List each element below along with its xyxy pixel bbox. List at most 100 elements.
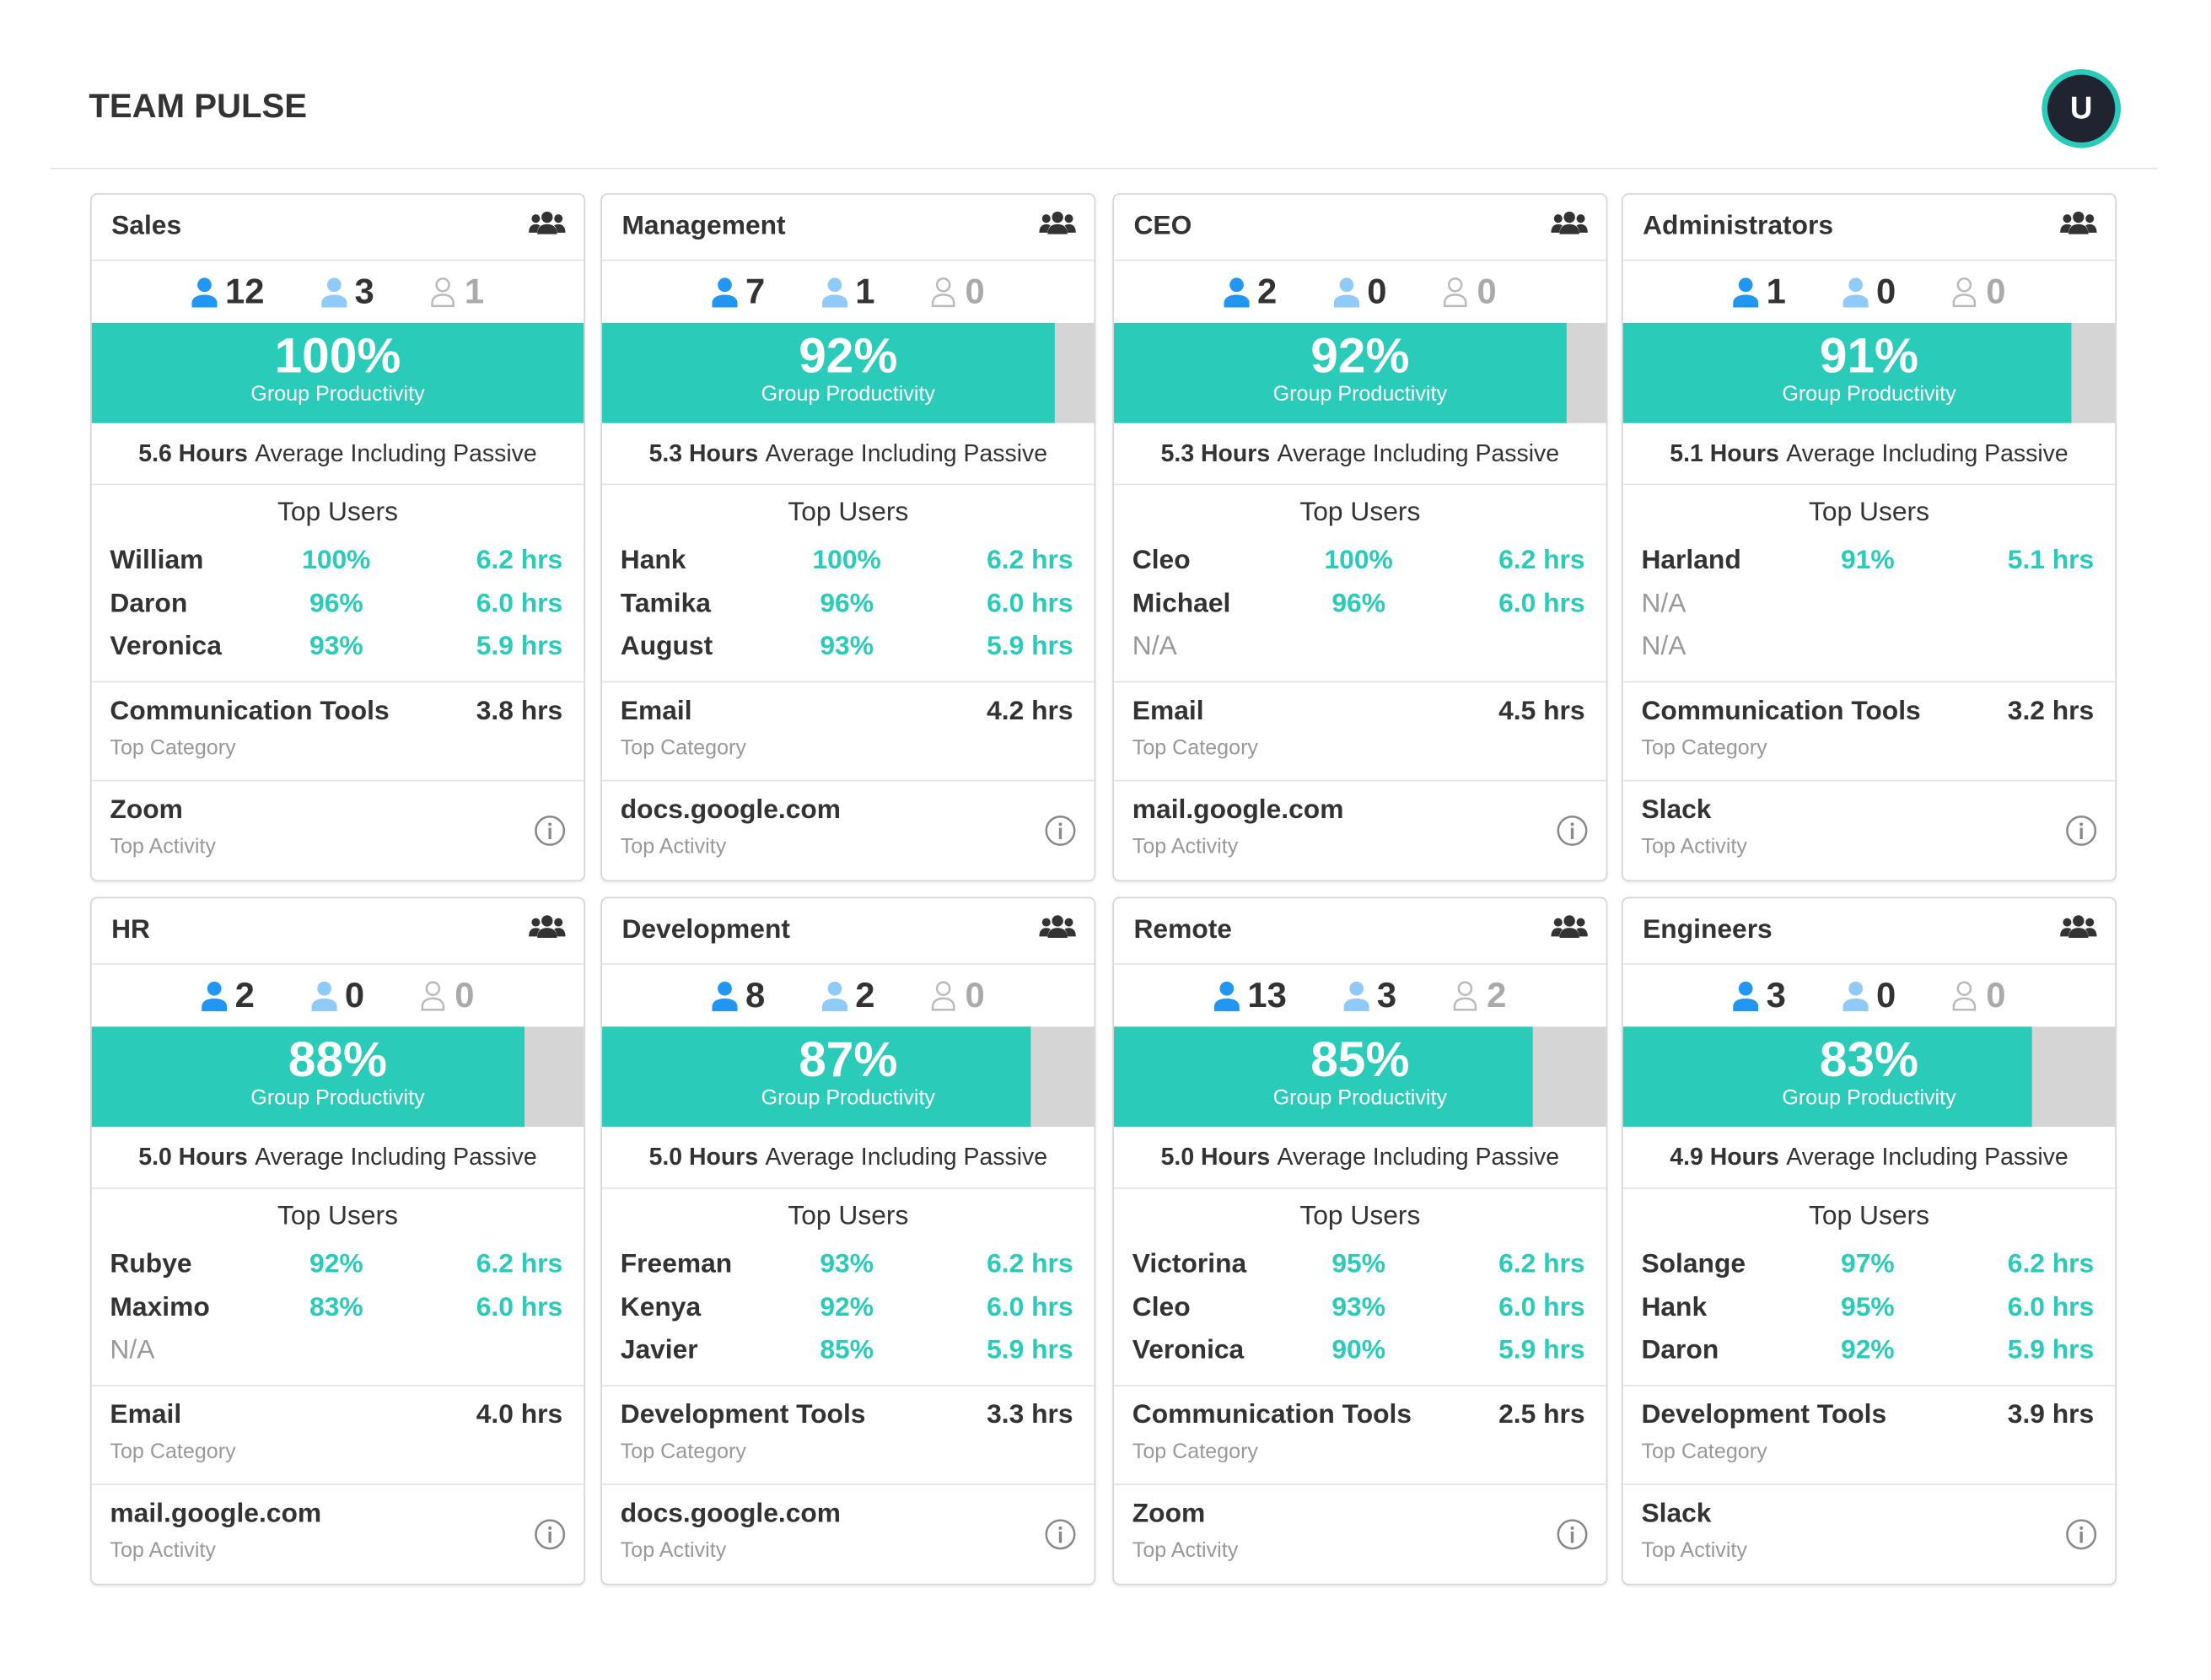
user-row: Maximo 83% 6.0 hrs <box>92 1287 584 1330</box>
user-counts: 7 1 0 <box>602 261 1095 323</box>
user-count: 13 <box>1213 975 1287 1015</box>
category-label: Top Category <box>1132 1440 1258 1464</box>
user-pct: 96% <box>820 589 874 619</box>
count-value: 0 <box>1875 975 1896 1015</box>
user-count: 2 <box>201 975 255 1015</box>
user-counts: 13 3 2 <box>1114 965 1606 1027</box>
group-icon[interactable] <box>529 210 566 244</box>
info-icon[interactable] <box>2066 1519 2097 1557</box>
info-icon[interactable] <box>2066 815 2097 853</box>
hours-value: 5.6 Hours <box>138 439 248 466</box>
user-icon <box>1223 277 1249 308</box>
productivity-label: Group Productivity <box>1782 1085 1956 1111</box>
user-name: N/A <box>1641 589 1686 619</box>
hours-label: Average Including Passive <box>1277 1143 1560 1171</box>
count-value: 2 <box>1257 271 1278 311</box>
activity-row: Slack <box>1641 781 2094 827</box>
category-name: Communication Tools <box>1132 1400 1412 1430</box>
top-category: Email 4.2 hrs Top Category <box>602 682 1095 782</box>
productivity-label: Group Productivity <box>250 382 425 407</box>
average-hours: 5.0 Hours Average Including Passive <box>602 1127 1095 1189</box>
user-row: Victorina 95% 6.2 hrs <box>1114 1244 1606 1287</box>
user-name: Kenya <box>620 1292 702 1323</box>
user-hrs: 5.9 hrs <box>2007 1335 2095 1366</box>
activity-name: Zoom <box>1132 1499 1206 1529</box>
group-icon[interactable] <box>1039 914 1076 948</box>
user-pct: 91% <box>1841 546 1895 576</box>
group-icon[interactable] <box>1551 210 1588 244</box>
user-icon <box>1443 277 1468 308</box>
user-count: 1 <box>1732 272 1786 312</box>
user-name: Tamika <box>620 589 711 619</box>
user-pct: 100% <box>1324 546 1393 576</box>
category-hrs: 4.0 hrs <box>476 1400 563 1430</box>
hours-value: 5.3 Hours <box>648 439 759 466</box>
productivity-bar: 83% Group Productivity <box>1622 1026 2116 1128</box>
category-name: Development Tools <box>620 1400 866 1430</box>
card-header: Development <box>602 898 1095 965</box>
team-card: Management 7 1 0 92% Group Productivity 5.3 Ho… <box>600 193 1096 882</box>
info-icon[interactable] <box>535 815 566 853</box>
user-avatar[interactable]: U <box>2042 68 2121 148</box>
user-hrs: 6.2 hrs <box>476 1249 563 1280</box>
user-name: Maximo <box>110 1292 210 1323</box>
user-hrs: 5.9 hrs <box>987 1335 1073 1366</box>
count-value: 0 <box>1477 271 1497 311</box>
user-pct: 96% <box>309 589 363 619</box>
top-activity: Zoom Top Activity <box>1114 1485 1606 1582</box>
info-icon[interactable] <box>1557 815 1588 853</box>
user-name: Veronica <box>110 632 222 662</box>
user-name: Rubye <box>110 1249 192 1280</box>
info-icon[interactable] <box>1557 1519 1588 1557</box>
team-card: Sales 12 3 1 100% Group Productivity 5.6 Hours… <box>90 193 585 882</box>
top-activity: mail.google.com Top Activity <box>1114 781 1606 878</box>
count-value: 1 <box>855 271 875 311</box>
activity-name: Zoom <box>110 795 183 826</box>
info-icon[interactable] <box>1045 815 1076 853</box>
hours-label: Average Including Passive <box>255 1143 537 1171</box>
productivity-fill <box>91 322 584 423</box>
group-icon[interactable] <box>1039 210 1076 244</box>
top-users: Top Users Rubye 92% 6.2 hrs Maximo 83% 6.0 hrs… <box>91 1189 584 1387</box>
top-users-title: Top Users <box>1299 1201 1421 1231</box>
category-name: Communication Tools <box>1641 697 1921 727</box>
group-icon[interactable] <box>1551 914 1588 948</box>
productivity-label: Group Productivity <box>1782 382 1956 407</box>
user-pct: 85% <box>820 1335 874 1366</box>
user-count: 12 <box>191 272 265 312</box>
productivity-value: 88% <box>288 1032 388 1088</box>
top-users: Top Users Solange 97% 6.2 hrs Hank 95% 6.0 hrs… <box>1622 1189 2116 1387</box>
group-icon[interactable] <box>2060 914 2097 948</box>
activity-name: mail.google.com <box>1132 795 1344 826</box>
user-name: N/A <box>110 1335 155 1366</box>
group-icon[interactable] <box>2060 210 2097 244</box>
user-count: 7 <box>711 272 765 312</box>
count-value: 2 <box>234 975 255 1015</box>
category-name: Email <box>620 697 692 727</box>
card-header: Management <box>602 195 1095 261</box>
hours-value: 5.1 Hours <box>1670 439 1779 466</box>
group-icon[interactable] <box>529 914 566 948</box>
user-name: Veronica <box>1132 1335 1245 1366</box>
category-row: Communication Tools 3.8 hrs <box>110 682 562 728</box>
user-row: Cleo 100% 6.2 hrs <box>1114 540 1606 583</box>
productivity-fill <box>602 322 1055 423</box>
average-hours: 5.0 Hours Average Including Passive <box>91 1127 584 1189</box>
user-count: 0 <box>1842 272 1896 312</box>
activity-label: Top Activity <box>620 834 727 859</box>
user-counts: 2 0 0 <box>92 965 584 1027</box>
top-category: Development Tools 3.3 hrs Top Category <box>602 1387 1095 1485</box>
user-icon <box>201 980 227 1011</box>
user-name: Solange <box>1641 1249 1746 1280</box>
category-hrs: 3.8 hrs <box>476 697 563 727</box>
user-name: Victorina <box>1132 1249 1247 1280</box>
user-pct: 93% <box>820 632 874 662</box>
info-icon[interactable] <box>535 1519 566 1557</box>
info-icon[interactable] <box>1045 1519 1076 1557</box>
user-icon <box>191 277 217 308</box>
user-row: Daron 92% 5.9 hrs <box>1623 1330 2116 1373</box>
productivity-label: Group Productivity <box>761 1085 935 1111</box>
productivity-fill <box>1114 1026 1533 1128</box>
productivity-fill <box>1622 1026 2032 1128</box>
top-category: Communication Tools 3.8 hrs Top Category <box>91 682 584 782</box>
